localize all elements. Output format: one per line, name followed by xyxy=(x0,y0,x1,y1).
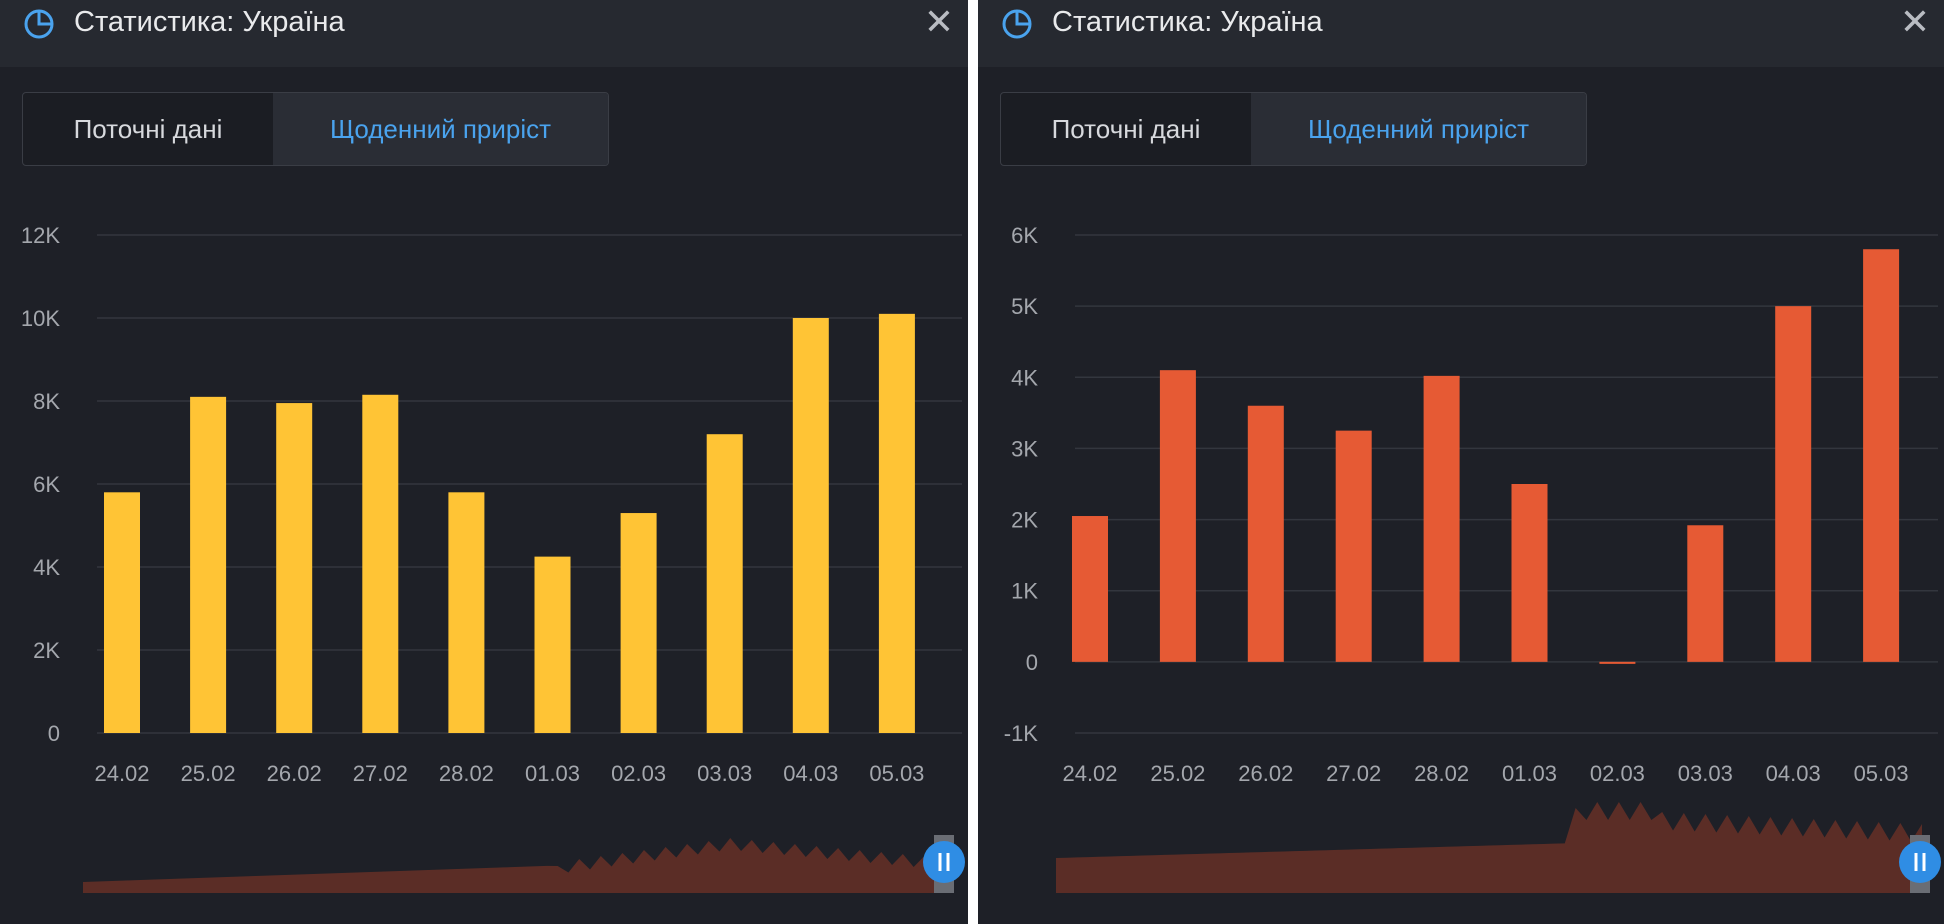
x-tick-label: 03.03 xyxy=(697,761,752,786)
close-icon[interactable]: ✕ xyxy=(923,1,954,42)
bar[interactable] xyxy=(1599,661,1636,664)
bar[interactable] xyxy=(1775,306,1812,662)
panel-header: Статистика: Україна ✕ xyxy=(978,0,1944,67)
bar-chart: -1K 0 1K 2K 3K 4K 5K 6K 24.02 25.02 26.02 27.02 28.0… xyxy=(1004,223,1941,893)
bar[interactable] xyxy=(448,492,485,733)
x-tick-label: 26.02 xyxy=(1238,761,1293,786)
x-tick-label: 28.02 xyxy=(439,761,494,786)
y-tick-label: 3K xyxy=(1011,436,1038,461)
y-tick-label: 4K xyxy=(1011,365,1038,390)
bar[interactable] xyxy=(792,318,829,733)
tab-daily-growth[interactable]: Щоденний приріст xyxy=(1251,93,1586,165)
navigator-overview-area[interactable] xyxy=(83,838,946,893)
bar[interactable] xyxy=(706,434,743,733)
panel-title: Статистика: Україна xyxy=(74,6,345,38)
x-tick-label: 02.03 xyxy=(1590,761,1645,786)
y-tick-label: 10K xyxy=(21,306,60,331)
view-tabs: Поточні дані Щоденний приріст xyxy=(22,92,609,166)
x-tick-label: 28.02 xyxy=(1414,761,1469,786)
bar[interactable] xyxy=(362,394,399,733)
y-tick-label: 0 xyxy=(48,721,60,746)
x-tick-label: 26.02 xyxy=(267,761,322,786)
y-tick-label: 12K xyxy=(21,223,60,248)
x-tick-label: 25.02 xyxy=(1150,761,1205,786)
x-tick-label: 25.02 xyxy=(181,761,236,786)
y-tick-label: 5K xyxy=(1011,294,1038,319)
x-tick-label: 03.03 xyxy=(1678,761,1733,786)
y-tick-label: 6K xyxy=(33,472,60,497)
y-tick-label: 6K xyxy=(1011,223,1038,248)
y-tick-label: 1K xyxy=(1011,579,1038,604)
x-tick-label: 27.02 xyxy=(1326,761,1381,786)
pie-chart-icon xyxy=(24,9,54,39)
x-tick-label: 02.03 xyxy=(611,761,666,786)
x-tick-label: 27.02 xyxy=(353,761,408,786)
bar[interactable] xyxy=(620,513,657,733)
x-tick-label: 01.03 xyxy=(1502,761,1557,786)
panel-header: Статистика: Україна ✕ xyxy=(0,0,968,67)
x-tick-label: 24.02 xyxy=(94,761,149,786)
pie-chart-icon xyxy=(1002,9,1032,39)
bar[interactable] xyxy=(1159,370,1196,662)
bar[interactable] xyxy=(276,403,313,733)
panel-title: Статистика: Україна xyxy=(1052,6,1323,38)
y-tick-label: 0 xyxy=(1026,650,1038,675)
stats-panel-right: Статистика: Україна ✕ Поточні дані Щоден… xyxy=(978,0,1944,924)
bar[interactable] xyxy=(104,492,140,733)
close-icon[interactable]: ✕ xyxy=(1899,1,1930,42)
y-tick-label: 4K xyxy=(33,555,60,580)
bar[interactable] xyxy=(1511,484,1548,662)
tab-current-data[interactable]: Поточні дані xyxy=(1051,113,1201,144)
bar[interactable] xyxy=(1335,430,1372,662)
x-tick-label: 05.03 xyxy=(1854,761,1909,786)
x-tick-label: 04.03 xyxy=(1766,761,1821,786)
bar[interactable] xyxy=(1863,249,1900,662)
tab-daily-growth[interactable]: Щоденний приріст xyxy=(273,93,608,165)
view-tabs: Поточні дані Щоденний приріст xyxy=(1000,92,1587,166)
bar[interactable] xyxy=(1247,405,1284,662)
y-tick-label: 8K xyxy=(33,389,60,414)
x-tick-label: 01.03 xyxy=(525,761,580,786)
navigator-overview-area[interactable] xyxy=(1056,802,1922,893)
navigator-handle[interactable] xyxy=(923,841,965,883)
x-tick-label: 04.03 xyxy=(783,761,838,786)
stats-panel-left: Статистика: Україна ✕ Поточні дані Щоден… xyxy=(0,0,968,924)
bar-chart: 0 2K 4K 6K 8K 10K 12K 24.02 25.02 26.02 27.02 28.02… xyxy=(21,223,965,893)
y-tick-label: -1K xyxy=(1004,721,1039,746)
tab-current-data[interactable]: Поточні дані xyxy=(73,113,223,144)
x-tick-label: 05.03 xyxy=(869,761,924,786)
bar[interactable] xyxy=(1072,516,1108,662)
y-tick-label: 2K xyxy=(1011,508,1038,533)
navigator-handle[interactable] xyxy=(1899,841,1941,883)
bar[interactable] xyxy=(1423,375,1460,662)
bar[interactable] xyxy=(190,396,227,733)
x-tick-label: 24.02 xyxy=(1062,761,1117,786)
bar[interactable] xyxy=(1687,525,1724,662)
bar[interactable] xyxy=(878,313,915,733)
bar[interactable] xyxy=(534,556,571,733)
y-tick-label: 2K xyxy=(33,638,60,663)
